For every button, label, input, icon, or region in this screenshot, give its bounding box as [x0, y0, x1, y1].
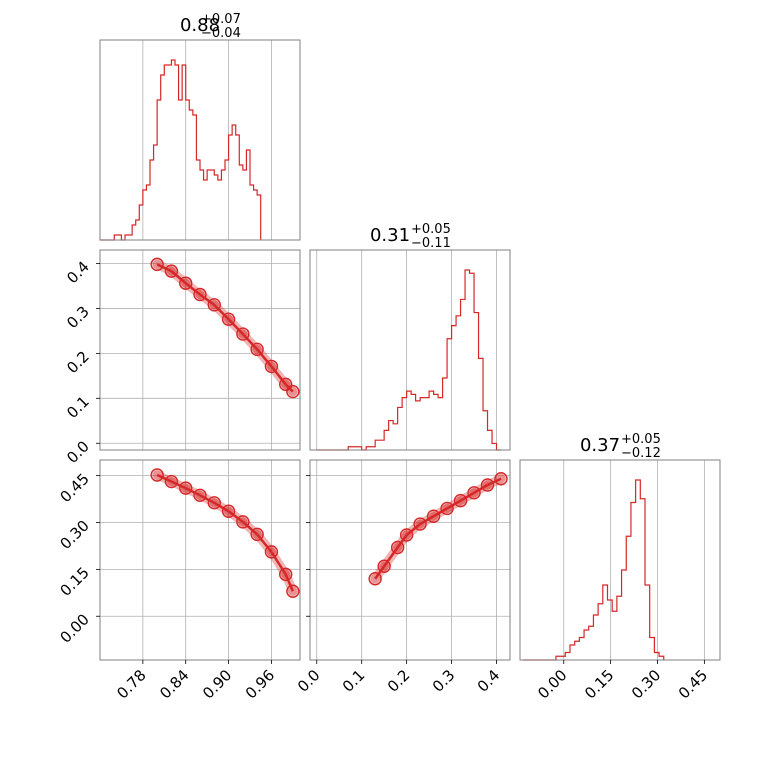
- grid-lines: [100, 250, 300, 450]
- density-core-segment: [185, 487, 201, 497]
- density-core-segment: [270, 551, 287, 576]
- density-core-segment: [432, 507, 448, 518]
- panel-2-title-minus: −0.11: [411, 236, 451, 251]
- histogram-series-2: [316, 269, 502, 451]
- x-tick-label: 0.90: [199, 666, 235, 702]
- panel-2-title-plus: +0.05: [411, 222, 451, 237]
- scatter-point: [150, 257, 164, 272]
- x-tick-label: 0.0: [294, 666, 324, 696]
- panel-2-title: 0.31: [370, 225, 410, 246]
- density-core-segment: [284, 383, 294, 393]
- panel-1-title: 0.88: [180, 15, 220, 36]
- histogram-panel-1: 0.88 +0.07 −0.04: [99, 12, 301, 241]
- density-core-segment: [213, 501, 230, 513]
- density-core-segment: [170, 480, 187, 490]
- axes-frame: [309, 249, 511, 451]
- density-core-segment: [405, 523, 421, 536]
- grid-lines: [310, 460, 510, 660]
- scatter-series-2-1: [150, 257, 300, 399]
- grid-lines: [142, 40, 272, 240]
- density-core-segment: [156, 473, 172, 483]
- x-tick-label: 0.84: [156, 666, 192, 702]
- axes-frame: [99, 459, 301, 661]
- density-core-segment: [487, 477, 502, 487]
- joint-panel-3-1: 0.00 0.15 0.30 0.45 0.78 0.84 0.90 0.96: [56, 459, 301, 702]
- panel-1-title-plus: +0.07: [201, 12, 241, 27]
- density-core-segment: [446, 499, 462, 510]
- y-tick-label: 0.4: [63, 258, 93, 288]
- y-tick-label: 0.1: [63, 392, 93, 422]
- density-core-segment: [284, 573, 295, 592]
- axes-frame: [309, 459, 511, 661]
- histogram-panel-3: 0.00 0.15 0.30 0.45 0.37 +0.05 −0.12: [519, 432, 721, 702]
- axes-frame: [99, 39, 301, 241]
- histogram-series-3: [523, 479, 665, 661]
- axes-frame: [519, 459, 721, 661]
- grid-lines: [100, 460, 300, 660]
- density-core-segment: [473, 483, 489, 494]
- x-tick-label: 0.4: [474, 666, 504, 696]
- density-core-segment: [227, 318, 244, 335]
- density-core-segment: [374, 565, 386, 580]
- panel-3-title-minus: −0.12: [621, 446, 661, 461]
- x-tick-label: 0.30: [628, 666, 664, 702]
- density-core-segment: [170, 270, 187, 285]
- y-tick-label: 0.45: [56, 470, 92, 506]
- y-tick-label: 0.0: [63, 437, 93, 467]
- y-tick-label: 0.2: [63, 347, 93, 377]
- density-core-segment: [199, 293, 216, 306]
- density-core-segment: [242, 520, 258, 536]
- joint-panel-3-2: 0.0 0.1 0.2 0.3 0.4: [294, 459, 511, 696]
- x-tick-label: 0.45: [675, 666, 711, 702]
- density-core-segment: [241, 333, 259, 351]
- density-core-segment: [156, 263, 172, 273]
- grid-lines: [316, 250, 497, 450]
- x-axis-ticks: 0.00 0.15 0.30 0.45: [534, 660, 711, 702]
- y-tick-label: 0.00: [56, 610, 92, 646]
- y-axis-ticks: 0.0 0.1 0.2 0.3 0.4: [63, 258, 100, 467]
- x-tick-label: 0.96: [242, 666, 278, 702]
- histogram-series-1: [100, 59, 262, 241]
- y-axis-tick-marks: [306, 475, 310, 617]
- density-core-segment: [396, 534, 408, 549]
- x-tick-label: 0.3: [429, 666, 459, 696]
- density-core-segment: [227, 510, 244, 523]
- density-core-segment: [419, 515, 435, 526]
- density-core-segment: [270, 365, 287, 386]
- grid-lines: [563, 460, 705, 660]
- x-axis-ticks: 0.78 0.84 0.90 0.96: [113, 660, 278, 702]
- histogram-panel-2: 0.31 +0.05 −0.11: [309, 222, 511, 451]
- density-core-segment: [383, 546, 399, 567]
- y-axis-ticks: 0.00 0.15 0.30 0.45: [56, 470, 100, 647]
- axes-frame: [99, 249, 301, 451]
- x-tick-label: 0.2: [384, 666, 414, 696]
- y-tick-label: 0.3: [63, 303, 93, 333]
- y-tick-label: 0.15: [56, 563, 92, 599]
- density-core-segment: [459, 491, 475, 502]
- density-core-segment: [213, 303, 230, 321]
- panel-3-title-plus: +0.05: [621, 432, 661, 447]
- scatter-series-3-1: [150, 468, 300, 598]
- x-tick-label: 0.1: [339, 666, 369, 696]
- density-core-segment: [256, 533, 273, 553]
- joint-panel-2-1: 0.0 0.1 0.2 0.3 0.4: [63, 249, 301, 467]
- panel-3-title: 0.37: [580, 435, 620, 456]
- y-tick-label: 0.30: [56, 517, 92, 553]
- panel-1-title-minus: −0.04: [201, 26, 241, 41]
- x-tick-label: 0.78: [113, 666, 149, 702]
- density-core-segment: [184, 282, 201, 296]
- density-core-segment: [199, 494, 215, 504]
- x-tick-label: 0.00: [534, 666, 570, 702]
- density-core-segment: [256, 348, 273, 368]
- scatter-point: [150, 468, 164, 482]
- x-axis-ticks: 0.0 0.1 0.2 0.3 0.4: [294, 660, 503, 696]
- scatter-series-3-2: [368, 472, 508, 586]
- x-tick-label: 0.15: [581, 666, 617, 702]
